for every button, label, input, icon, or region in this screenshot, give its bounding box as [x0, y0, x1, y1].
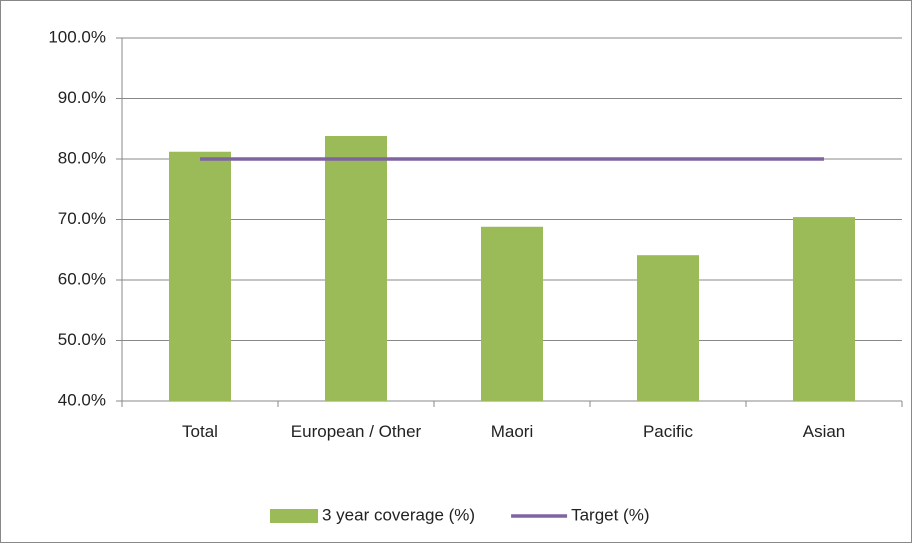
bar: [637, 255, 699, 401]
legend-swatch: [270, 509, 318, 523]
y-tick-label: 70.0%: [58, 209, 106, 228]
y-tick-label: 100.0%: [48, 27, 106, 46]
x-tick-label: Total: [182, 422, 218, 441]
y-tick-label: 50.0%: [58, 330, 106, 349]
x-tick-label: Maori: [490, 422, 534, 441]
x-tick-label-box: Asian: [802, 422, 846, 441]
y-tick-label: 80.0%: [58, 148, 106, 167]
x-tick-label: European / Other: [290, 422, 422, 441]
x-tick-label-box: European / Other: [290, 422, 422, 441]
bar: [481, 226, 543, 401]
y-tick-label: 90.0%: [58, 88, 106, 107]
x-tick-label-box: Maori: [490, 422, 534, 441]
legend-label: Target (%): [571, 505, 649, 524]
x-tick-label: Asian: [802, 422, 846, 441]
x-tick-label-box: Pacific: [642, 422, 694, 441]
bar: [169, 151, 231, 401]
x-tick-label-box: Total: [182, 422, 218, 441]
y-tick-label: 60.0%: [58, 269, 106, 288]
x-tick-label: Pacific: [642, 422, 694, 441]
bar: [325, 136, 387, 401]
bar: [793, 217, 855, 401]
y-tick-label: 40.0%: [58, 390, 106, 409]
legend-label: 3 year coverage (%): [322, 505, 475, 524]
